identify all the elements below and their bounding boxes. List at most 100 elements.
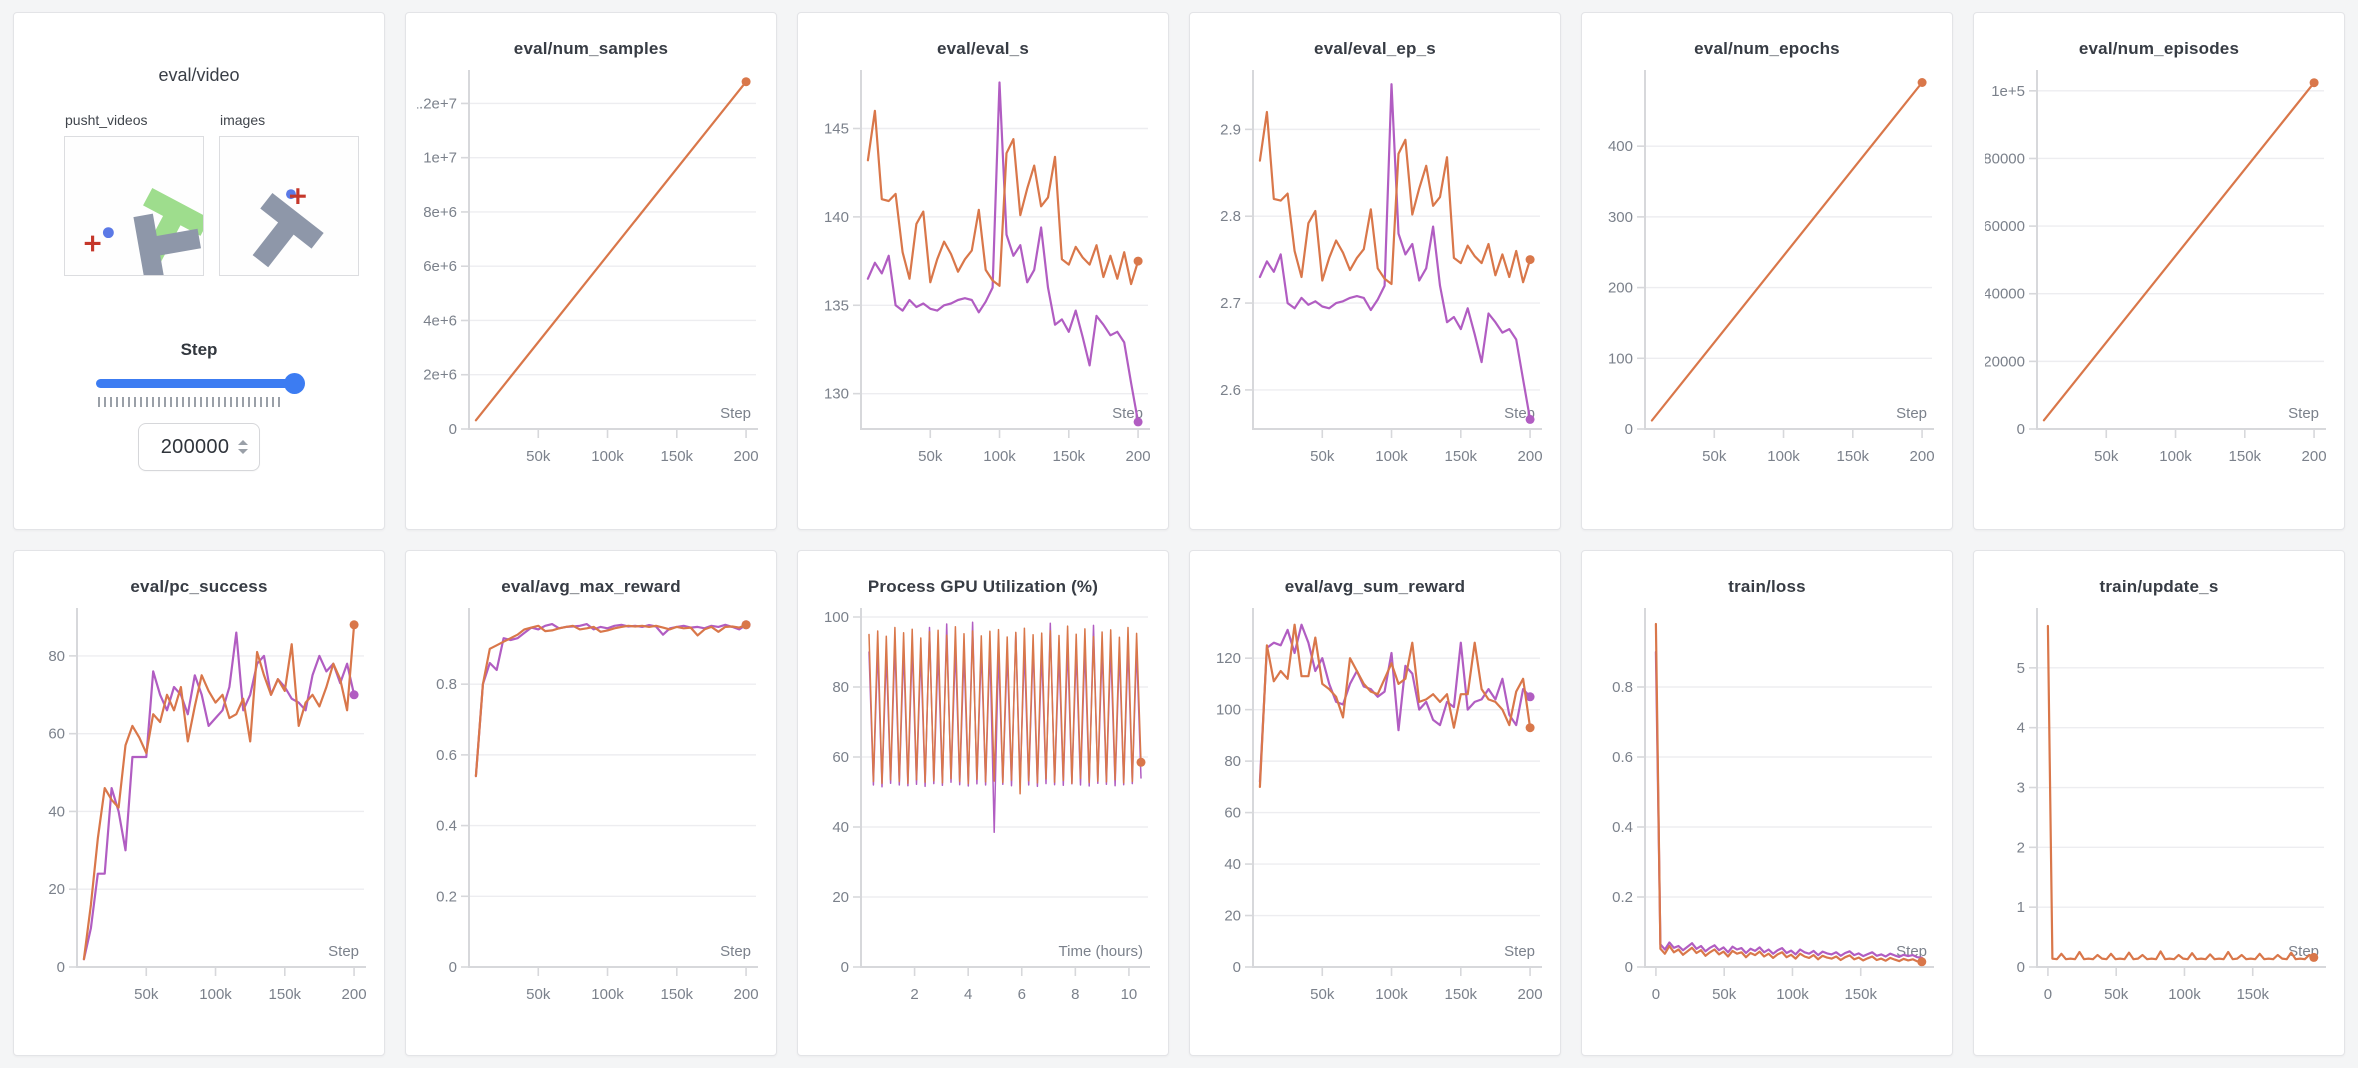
svg-text:0.4: 0.4 — [436, 818, 457, 835]
svg-text:100k: 100k — [199, 986, 232, 1003]
svg-text:6: 6 — [1018, 986, 1026, 1003]
svg-text:20000: 20000 — [1985, 353, 2025, 370]
svg-text:2: 2 — [910, 986, 918, 1003]
panel-title: eval/num_episodes — [2078, 39, 2240, 58]
step-slider[interactable] — [96, 372, 305, 394]
svg-text:0.8: 0.8 — [1612, 679, 1633, 696]
image-thumbnail-label: images — [220, 112, 266, 128]
line-chart-canvas[interactable]: 1.2e+7 1e+7 8e+6 6e+6 4e+6 2e+6 0 50k 100k 150k 20… — [417, 63, 765, 503]
svg-text:100: 100 — [1608, 350, 1633, 367]
svg-text:50k: 50k — [918, 448, 943, 465]
svg-text:2.7: 2.7 — [1220, 295, 1241, 312]
svg-text:150k: 150k — [1844, 986, 1877, 1003]
svg-text:100k: 100k — [1767, 448, 1800, 465]
svg-text:4: 4 — [2017, 720, 2025, 737]
svg-text:0.6: 0.6 — [436, 747, 457, 764]
svg-text:0.2: 0.2 — [1612, 889, 1633, 906]
svg-text:60: 60 — [48, 726, 65, 743]
svg-text:100: 100 — [1216, 702, 1241, 719]
svg-text:5: 5 — [2017, 660, 2025, 677]
svg-text:Step: Step — [328, 943, 359, 960]
step-value[interactable]: 200000 — [160, 435, 230, 458]
svg-text:200: 200 — [1518, 448, 1543, 465]
slider-track[interactable] — [96, 379, 302, 388]
svg-text:150k: 150k — [1053, 448, 1086, 465]
panel-eval-eval-ep-s: eval/eval_ep_s 2.9 2.8 2.7 2.6 50k 100k 150k 20… — [1189, 12, 1561, 530]
svg-text:150k: 150k — [2229, 448, 2262, 465]
panel-title: Process GPU Utilization (%) — [867, 577, 1099, 596]
svg-text:100k: 100k — [591, 986, 624, 1003]
pusht-image-thumbnail[interactable] — [219, 136, 359, 276]
panel-title: train/loss — [1728, 577, 1806, 596]
svg-text:8e+6: 8e+6 — [423, 204, 457, 221]
svg-text:200: 200 — [342, 986, 367, 1003]
svg-text:2: 2 — [2017, 839, 2025, 856]
svg-text:10: 10 — [1121, 986, 1138, 1003]
line-chart-canvas[interactable]: 0.8 0.6 0.4 0.2 0 50k 100k 150k 200 Step — [417, 601, 765, 1041]
svg-text:2.9: 2.9 — [1220, 121, 1241, 138]
svg-text:50k: 50k — [134, 986, 159, 1003]
svg-text:0: 0 — [1652, 986, 1660, 1003]
panel-title: eval/num_epochs — [1694, 39, 1840, 58]
line-chart-canvas[interactable]: 400 300 200 100 0 50k 100k 150k 200 Step — [1593, 63, 1941, 503]
svg-text:150k: 150k — [1445, 986, 1478, 1003]
panel-title: train/update_s — [2099, 577, 2219, 596]
panel-title: eval/eval_s — [936, 39, 1029, 58]
svg-text:0: 0 — [1233, 959, 1241, 976]
pusht-video-thumbnail[interactable] — [64, 136, 204, 276]
svg-text:Time (hours): Time (hours) — [1059, 943, 1143, 960]
target-cross-icon — [289, 188, 306, 205]
svg-text:100k: 100k — [591, 448, 624, 465]
pusht-scene-image — [84, 187, 203, 275]
svg-text:1.2e+7: 1.2e+7 — [417, 95, 457, 112]
svg-text:3: 3 — [2017, 780, 2025, 797]
svg-text:150k: 150k — [2236, 986, 2269, 1003]
svg-text:80: 80 — [48, 648, 65, 665]
chevron-up-icon[interactable] — [238, 440, 248, 445]
svg-text:135: 135 — [824, 297, 849, 314]
svg-text:0: 0 — [1625, 959, 1633, 976]
svg-text:0.8: 0.8 — [436, 676, 457, 693]
agent-dot-icon — [102, 227, 114, 239]
chevron-down-icon[interactable] — [238, 449, 248, 454]
svg-text:0.6: 0.6 — [1612, 749, 1633, 766]
svg-text:4e+6: 4e+6 — [423, 312, 457, 329]
panel-title: eval/pc_success — [130, 577, 268, 596]
panel-eval-pc-success: eval/pc_success 80 60 40 20 0 50k 100k 150k 200 S… — [13, 550, 385, 1056]
svg-text:0: 0 — [2017, 959, 2025, 976]
svg-text:0.4: 0.4 — [1612, 819, 1633, 836]
panel-title: eval/avg_max_reward — [501, 577, 681, 596]
svg-text:80: 80 — [1224, 753, 1241, 770]
svg-text:150k: 150k — [661, 986, 694, 1003]
svg-text:100k: 100k — [2168, 986, 2201, 1003]
line-chart-canvas[interactable]: 1e+5 80000 60000 40000 20000 0 50k 100k 150k 200 S… — [1985, 63, 2333, 503]
svg-text:130: 130 — [824, 386, 849, 403]
panel-title: eval/eval_ep_s — [1314, 39, 1436, 58]
panel-title: eval/avg_sum_reward — [1284, 577, 1466, 596]
svg-text:50k: 50k — [2094, 448, 2119, 465]
svg-text:20: 20 — [832, 889, 849, 906]
svg-text:40000: 40000 — [1985, 286, 2025, 303]
svg-text:1e+7: 1e+7 — [423, 150, 457, 167]
svg-text:Step: Step — [1504, 943, 1535, 960]
svg-text:150k: 150k — [661, 448, 694, 465]
line-chart-canvas[interactable]: 100 80 60 40 20 0 2 4 6 8 10 Time (hours) — [809, 601, 1157, 1041]
slider-thumb[interactable] — [284, 373, 305, 394]
svg-text:40: 40 — [832, 819, 849, 836]
svg-text:200: 200 — [1608, 280, 1633, 297]
svg-text:100k: 100k — [2159, 448, 2192, 465]
media-thumbnails: pusht_videos images — [64, 112, 384, 276]
svg-text:0.2: 0.2 — [436, 888, 457, 905]
svg-text:50k: 50k — [526, 986, 551, 1003]
panel-title: eval/video — [158, 65, 240, 85]
svg-text:80: 80 — [832, 679, 849, 696]
step-number-input[interactable]: 200000 — [138, 423, 260, 471]
svg-text:1: 1 — [2017, 899, 2025, 916]
svg-text:300: 300 — [1608, 209, 1633, 226]
